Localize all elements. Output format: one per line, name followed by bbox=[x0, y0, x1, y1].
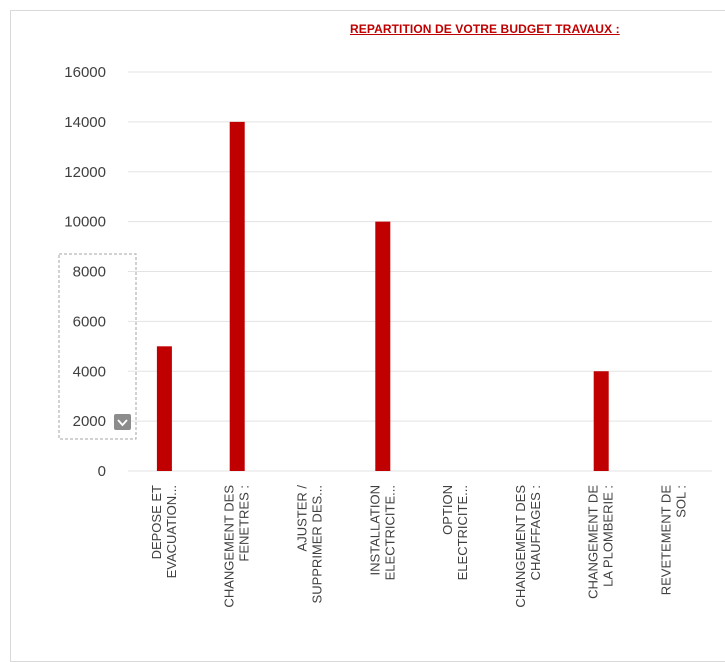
bars bbox=[156, 121, 609, 471]
x-tick-label-line: INSTALLATION bbox=[367, 485, 382, 576]
x-tick-label-line: FENETRES : bbox=[237, 485, 252, 562]
chart-title: REPARTITION DE VOTRE BUDGET TRAVAUX : bbox=[350, 22, 620, 36]
x-tick-label-line: OPTION bbox=[440, 485, 455, 535]
axis-selection-box bbox=[58, 253, 137, 440]
x-tick-label-line: CHANGEMENT DES bbox=[513, 485, 528, 608]
bar bbox=[229, 121, 245, 471]
bar bbox=[156, 346, 172, 471]
x-tick-label-line: EVACUATION... bbox=[164, 485, 179, 578]
y-tick-label: 16000 bbox=[64, 64, 106, 81]
x-tick-label-line: SOL : bbox=[674, 485, 689, 518]
x-tick-label-line: DEPOSE ET bbox=[149, 485, 164, 559]
gridlines bbox=[128, 71, 712, 472]
x-tick-label: CHANGEMENT DES CHAUFFAGES : bbox=[513, 485, 543, 608]
x-tick-label-line: CHAUFFAGES : bbox=[528, 485, 543, 580]
x-tick-label: DEPOSE ET EVACUATION... bbox=[149, 485, 179, 578]
bar bbox=[375, 221, 391, 471]
y-tick-label: 2000 bbox=[73, 413, 106, 430]
x-tick-label-line: ELECTRICITE... bbox=[455, 485, 470, 580]
x-tick-label-line: REVETEMENT DE bbox=[659, 485, 674, 596]
x-tick-label: CHANGEMENT DE LA PLOMBERIE : bbox=[586, 485, 616, 599]
x-tick-label-line: CHANGEMENT DES bbox=[222, 485, 237, 608]
x-tick-label-line: ELECTRICITE... bbox=[382, 485, 397, 580]
axis-filter-button[interactable] bbox=[114, 414, 131, 430]
x-tick-label-line: AJUSTER / bbox=[295, 485, 310, 552]
x-tick-label-line: SUPPRIMER DES... bbox=[310, 485, 325, 603]
chart-area bbox=[10, 10, 725, 662]
x-axis-labels: DEPOSE ET EVACUATION... CHANGEMENT DES FENE… bbox=[149, 485, 689, 608]
y-tick-label: 0 bbox=[98, 463, 106, 480]
x-tick-label: INSTALLATION ELECTRICITE... bbox=[367, 485, 397, 580]
y-tick-label: 10000 bbox=[64, 214, 106, 231]
x-tick-label-line: LA PLOMBERIE : bbox=[601, 485, 616, 587]
bar-chart: 0 2000 4000 6000 8000 10000 12000 14000 16000 DE… bbox=[58, 64, 712, 608]
x-tick-label: REVETEMENT DE SOL : bbox=[659, 485, 689, 596]
y-tick-label: 4000 bbox=[73, 363, 106, 380]
bar bbox=[593, 371, 609, 471]
x-tick-label-line: CHANGEMENT DE bbox=[586, 485, 601, 599]
y-tick-label: 8000 bbox=[73, 264, 106, 281]
chevron-down-icon bbox=[117, 419, 128, 427]
y-tick-label: 6000 bbox=[73, 313, 106, 330]
x-tick-label: CHANGEMENT DES FENETRES : bbox=[222, 485, 252, 608]
y-tick-label: 12000 bbox=[64, 164, 106, 181]
y-tick-label: 14000 bbox=[64, 114, 106, 131]
x-tick-label: OPTION ELECTRICITE... bbox=[440, 485, 470, 580]
x-tick-label: AJUSTER / SUPPRIMER DES... bbox=[295, 485, 325, 604]
y-axis-ticks: 0 2000 4000 6000 8000 10000 12000 14000 16000 bbox=[64, 64, 106, 480]
